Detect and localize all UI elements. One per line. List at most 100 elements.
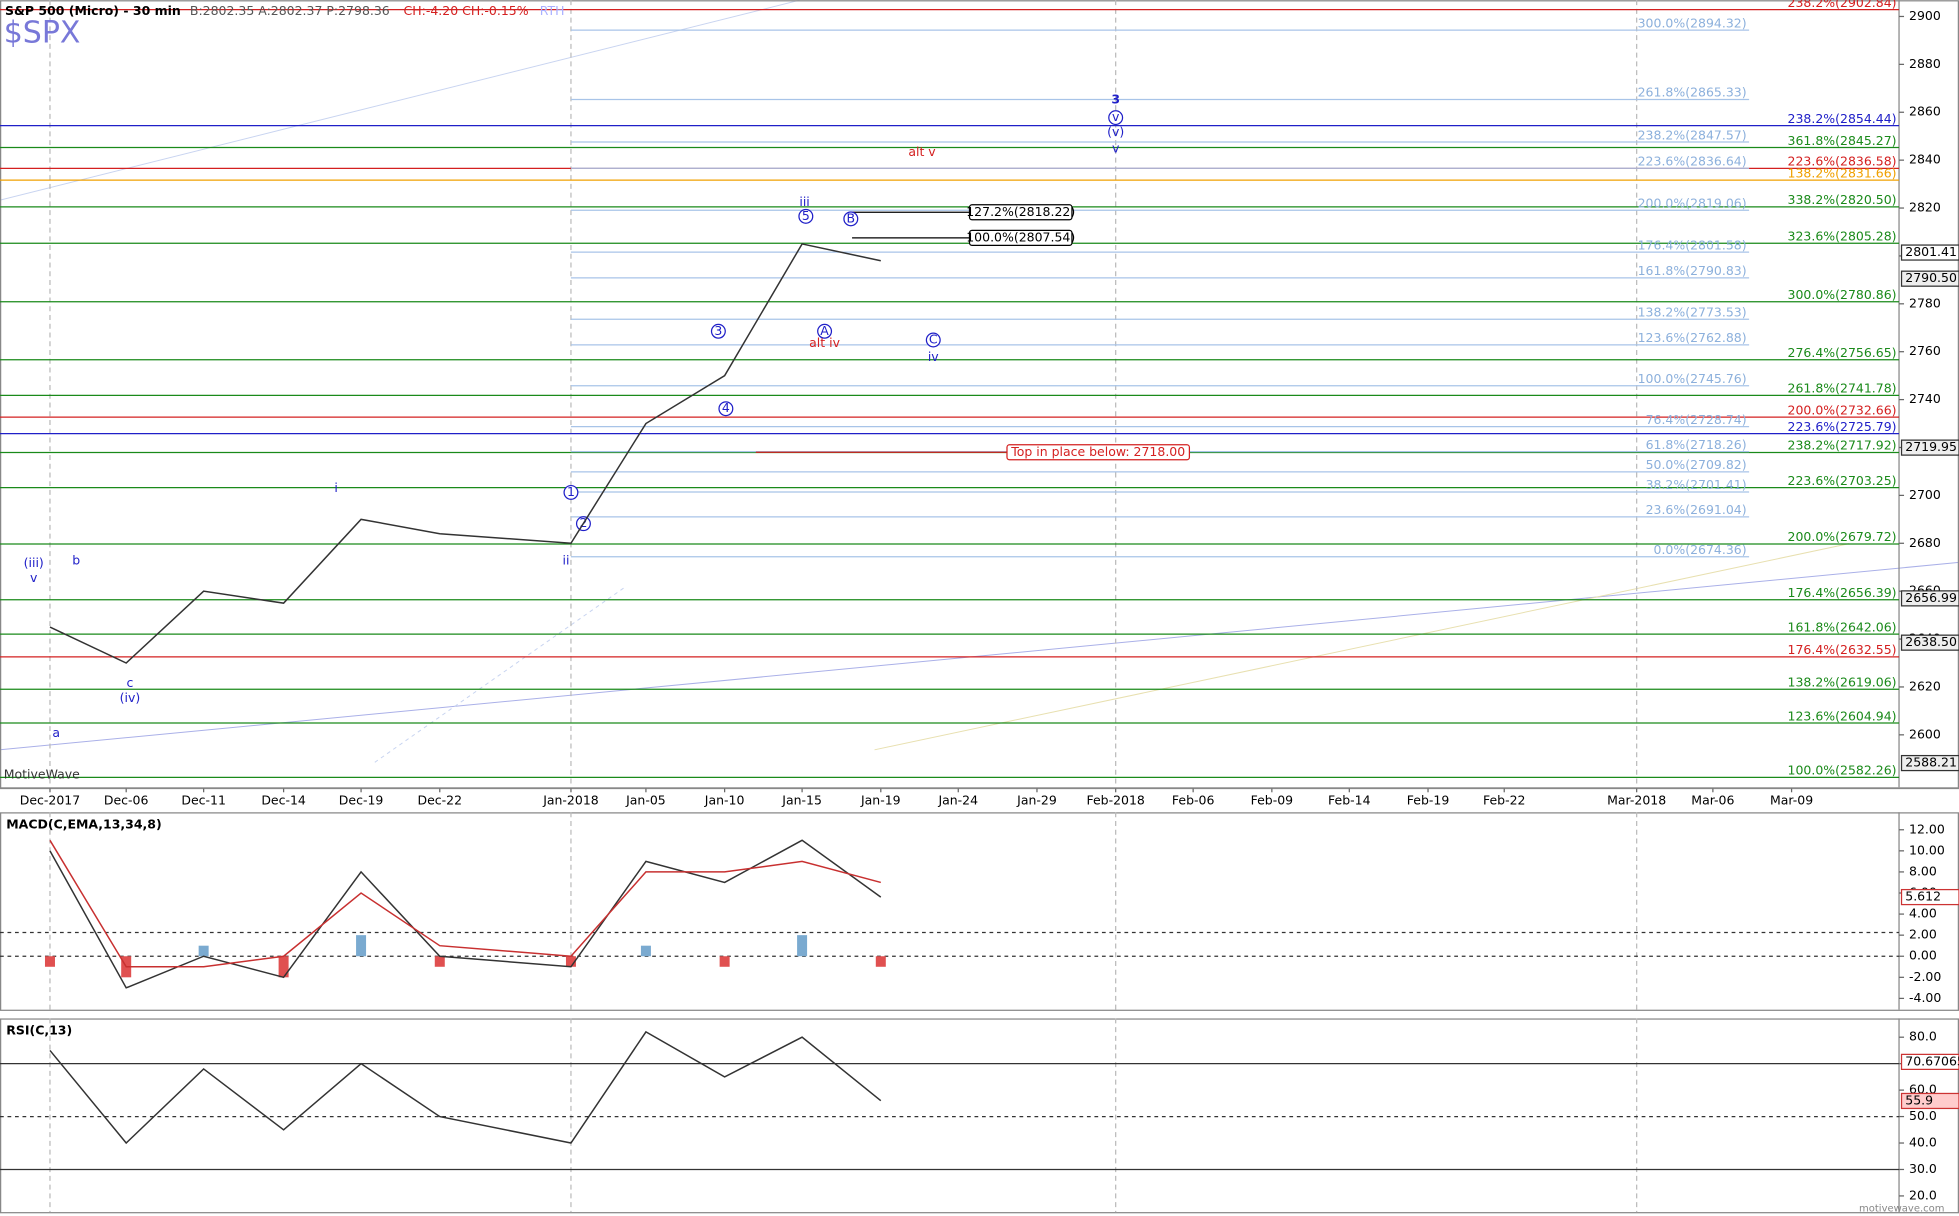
x-tick-label: Mar-2018 — [1607, 793, 1666, 808]
projection-label: 238.2%(2847.57) — [1638, 127, 1747, 142]
projection-label: 223.6%(2836.64) — [1638, 153, 1747, 168]
wave-label: 3 — [1111, 92, 1120, 107]
projection-label: 138.2%(2773.53) — [1638, 305, 1747, 320]
wave-circle — [710, 323, 726, 339]
wave-circle — [563, 484, 579, 500]
value-tag-label: 5.612 — [1905, 889, 1941, 904]
value-tag — [1900, 888, 1959, 906]
x-tick-label: Feb-2018 — [1086, 793, 1144, 808]
fib-level-label: 100.0%(2582.26) — [1788, 763, 1897, 778]
panel-frame — [0, 1018, 1959, 1214]
price-tag — [1900, 634, 1959, 651]
histogram-bar — [719, 956, 730, 967]
chart-title: S&P 500 (Micro) - 30 min — [5, 3, 181, 18]
value-tag-label: 70.67065 — [1905, 1053, 1959, 1068]
wave-label: b — [72, 553, 80, 568]
projection-label: 200.0%(2819.06) — [1638, 196, 1747, 211]
wave-circle — [798, 208, 814, 224]
fib-level-label: 138.2%(2619.06) — [1788, 674, 1897, 689]
wave-label: c — [126, 675, 133, 690]
histogram-bar — [875, 956, 886, 967]
wave-circle — [1108, 110, 1124, 126]
y-tick-label: 2820 — [1909, 200, 1941, 215]
x-tick-label: Feb-19 — [1407, 793, 1450, 808]
change: CH:-4.20 CH:-0.15% — [404, 3, 529, 18]
x-tick-label: Feb-14 — [1328, 793, 1371, 808]
panel-frame — [0, 812, 1959, 1011]
value-tag — [1900, 1053, 1959, 1071]
fib-level-label: 200.0%(2732.66) — [1788, 402, 1897, 417]
label-box — [968, 229, 1073, 246]
fib-level-label: 338.2%(2820.50) — [1788, 192, 1897, 207]
y-tick-label: 30.0 — [1909, 1161, 1937, 1176]
y-tick-label: 2.00 — [1909, 927, 1937, 942]
wave-label: 4 — [722, 400, 730, 415]
price-tag-label: 2719.95 — [1905, 439, 1957, 454]
price-tag-label: 2656.99 — [1905, 590, 1957, 605]
y-tick-label: 2780 — [1909, 295, 1941, 310]
watermark: motivewave.com — [1859, 1203, 1944, 1214]
wave-label: i — [334, 480, 337, 495]
brand: MotiveWave — [4, 766, 80, 781]
x-tick-label: Jan-19 — [860, 793, 901, 808]
wave-label: v — [1112, 109, 1120, 124]
fib-level-label: 261.8%(2741.78) — [1788, 381, 1897, 396]
indicator-line — [49, 1030, 882, 1145]
price-line — [49, 243, 881, 664]
fib-level-label: 223.6%(2703.25) — [1788, 473, 1897, 488]
value-tag-label: 55.9 — [1905, 1092, 1933, 1107]
fib-level-label: 223.6%(2725.79) — [1788, 419, 1897, 434]
value-tag — [1900, 1092, 1959, 1110]
price-tag-label: 2790.50 — [1905, 270, 1957, 285]
y-tick-label: 2900 — [1909, 8, 1941, 23]
wave-label: 5 — [802, 208, 810, 223]
wave-circle — [843, 211, 859, 227]
session: RTH — [540, 3, 565, 18]
wave-label: (iv) — [120, 690, 141, 705]
fib-level-label: 323.6%(2805.28) — [1788, 229, 1897, 244]
x-tick-label: Mar-09 — [1770, 793, 1813, 808]
y-tick-label: 80.0 — [1909, 1029, 1937, 1044]
panel-title: RSI(C,13) — [6, 1022, 72, 1037]
projection-label: 0.0%(2674.36) — [1654, 542, 1747, 557]
y-tick-label: 20.0 — [1909, 1187, 1937, 1202]
histogram-bar — [797, 935, 808, 957]
y-tick-label: 8.00 — [1909, 863, 1937, 878]
projection-label: 38.2%(2701.41) — [1646, 477, 1747, 492]
price-tag-label: 2638.50 — [1905, 634, 1957, 649]
fib-level-label: 238.2%(2717.92) — [1788, 438, 1897, 453]
price-tag — [1900, 590, 1959, 607]
projection-label: 123.6%(2762.88) — [1638, 330, 1747, 345]
wave-label: ii — [562, 553, 569, 568]
wave-label: (iii) — [24, 555, 44, 570]
histogram-bar — [198, 945, 209, 957]
wave-label: 1 — [567, 484, 575, 499]
trendlines — [0, 0, 1959, 763]
x-tick-label: Dec-14 — [261, 793, 306, 808]
y-tick-label: 12.00 — [1909, 821, 1945, 836]
y-tick-label: -4.00 — [1909, 990, 1941, 1005]
fib-level-label: 138.2%(2831.66) — [1788, 165, 1897, 180]
fib-level-label: 223.6%(2836.58) — [1788, 154, 1897, 169]
histogram-bar — [278, 956, 289, 978]
y-tick-label: 50.0 — [1909, 1108, 1937, 1123]
y-tick-label: 2760 — [1909, 343, 1941, 358]
x-tick-label: Jan-10 — [704, 793, 745, 808]
wave-label: 3 — [714, 323, 722, 338]
wave-circle — [817, 323, 833, 339]
x-tick-label: Jan-05 — [625, 793, 666, 808]
wave-label: alt iv — [809, 335, 840, 350]
price-tag — [1900, 244, 1959, 261]
y-tick-label: 10.00 — [1909, 842, 1945, 857]
wave-label: v — [1112, 140, 1120, 155]
projection-label: 100.0%(2745.76) — [1638, 371, 1747, 386]
x-tick-label: Feb-06 — [1172, 793, 1215, 808]
y-tick-label: 2880 — [1909, 56, 1941, 71]
x-tick-label: Dec-19 — [339, 793, 384, 808]
wave-label: a — [52, 725, 60, 740]
y-tick-label: 4.00 — [1909, 906, 1937, 921]
fib-level-label: 276.4%(2756.65) — [1788, 345, 1897, 360]
wave-label: B — [847, 210, 856, 225]
histogram-bar — [565, 956, 576, 967]
